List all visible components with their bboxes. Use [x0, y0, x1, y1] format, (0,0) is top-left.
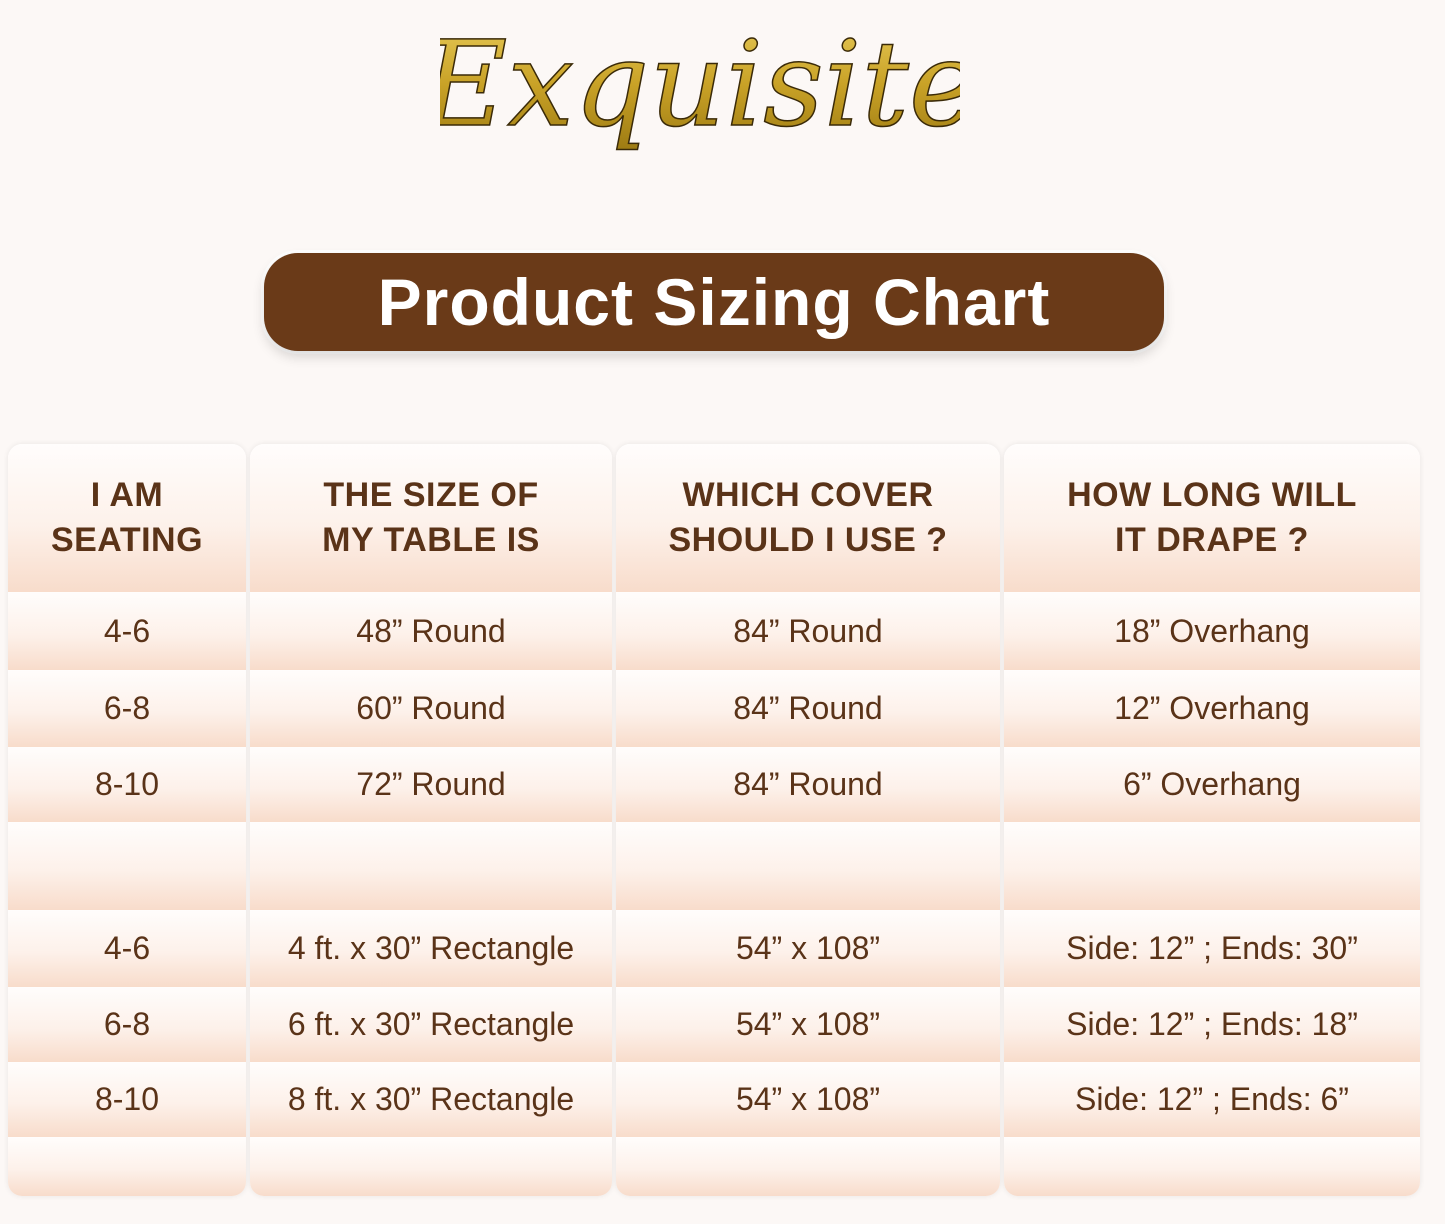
table-cell: 4-6 — [8, 910, 246, 987]
column-seating: I AM SEATING 4-6 6-8 8-10 4-6 6-8 8-10 — [8, 444, 246, 1196]
table-cell: 6-8 — [8, 670, 246, 747]
header-line: HOW LONG WILL — [1067, 476, 1357, 514]
table-cell: Side: 12” ; Ends: 6” — [1004, 1062, 1420, 1137]
table-cell: 8 ft. x 30” Rectangle — [250, 1062, 612, 1137]
table-cell: 54” x 108” — [616, 910, 1000, 987]
spacer-cell — [8, 822, 246, 910]
table-cell: 84” Round — [616, 670, 1000, 747]
svg-text:Exquisite: Exquisite — [440, 15, 960, 153]
table-cell: 4-6 — [8, 592, 246, 670]
column-header: THE SIZE OF MY TABLE IS — [250, 444, 612, 592]
spacer-cell — [1004, 1137, 1420, 1196]
column-table-size: THE SIZE OF MY TABLE IS 48” Round 60” Round… — [250, 444, 612, 1196]
header-line: MY TABLE IS — [322, 521, 540, 559]
page-title: Product Sizing Chart — [264, 253, 1164, 351]
column-header: WHICH COVER SHOULD I USE ? — [616, 444, 1000, 592]
spacer-cell — [8, 1137, 246, 1196]
header-line: THE SIZE OF — [323, 476, 539, 514]
column-header: I AM SEATING — [8, 444, 246, 592]
table-cell: Side: 12” ; Ends: 30” — [1004, 910, 1420, 987]
header-line: IT DRAPE ? — [1115, 521, 1309, 559]
header-line: SHOULD I USE ? — [668, 521, 948, 559]
table-cell: 4 ft. x 30” Rectangle — [250, 910, 612, 987]
column-cover: WHICH COVER SHOULD I USE ? 84” Round 84” Ro… — [616, 444, 1000, 1196]
table-cell: 12” Overhang — [1004, 670, 1420, 747]
brand-logo: Exquisite — [440, 14, 960, 154]
table-cell: 84” Round — [616, 592, 1000, 670]
table-cell: 6 ft. x 30” Rectangle — [250, 987, 612, 1062]
table-cell: Side: 12” ; Ends: 18” — [1004, 987, 1420, 1062]
table-cell: 18” Overhang — [1004, 592, 1420, 670]
table-cell: 72” Round — [250, 747, 612, 822]
header-line: SEATING — [50, 521, 204, 559]
table-cell: 54” x 108” — [616, 1062, 1000, 1137]
table-cell: 60” Round — [250, 670, 612, 747]
table-cell: 6” Overhang — [1004, 747, 1420, 822]
column-header: HOW LONG WILL IT DRAPE ? — [1004, 444, 1420, 592]
table-cell: 6-8 — [8, 987, 246, 1062]
header-line: I AM — [90, 476, 164, 514]
table-cell: 8-10 — [8, 1062, 246, 1137]
header-line: WHICH COVER — [682, 476, 934, 514]
table-cell: 48” Round — [250, 592, 612, 670]
spacer-cell — [250, 822, 612, 910]
column-drape: HOW LONG WILL IT DRAPE ? 18” Overhang 12” O… — [1004, 444, 1420, 1196]
spacer-cell — [616, 1137, 1000, 1196]
spacer-cell — [616, 822, 1000, 910]
spacer-cell — [250, 1137, 612, 1196]
spacer-cell — [1004, 822, 1420, 910]
table-cell: 8-10 — [8, 747, 246, 822]
table-cell: 54” x 108” — [616, 987, 1000, 1062]
table-cell: 84” Round — [616, 747, 1000, 822]
